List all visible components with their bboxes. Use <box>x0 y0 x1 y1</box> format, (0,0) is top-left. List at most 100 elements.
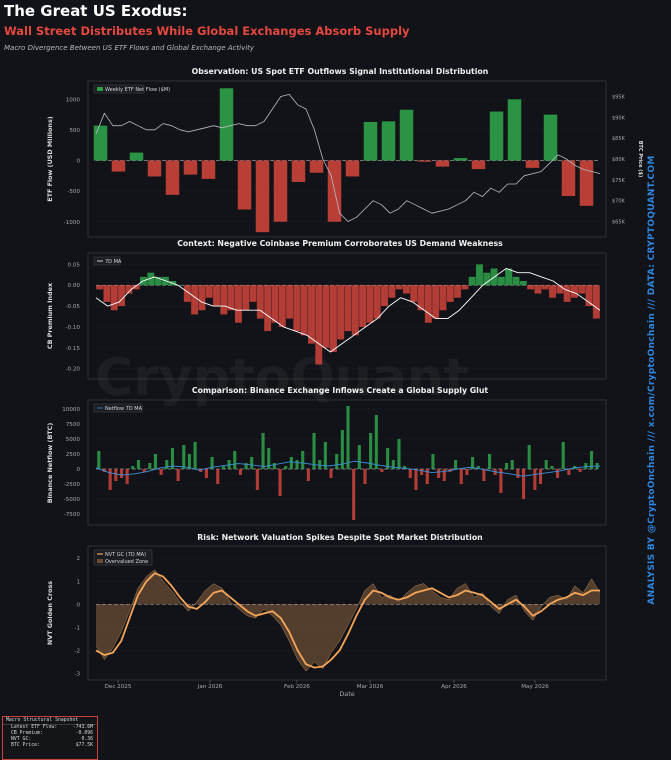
panel1-bar <box>381 121 396 161</box>
panel1-y2tick-label: $65K <box>612 220 626 226</box>
panel2-bar <box>351 285 359 336</box>
panel1-y2tick-label: $95K <box>612 95 626 101</box>
panel3-bar <box>550 466 554 469</box>
panel1-ytick-label: -1000 <box>64 220 81 226</box>
panel4-ma-line <box>95 572 600 669</box>
panel2-bar <box>308 285 315 344</box>
snapshot-title: Macro Structural Snapshot <box>3 717 97 725</box>
panel2-bar <box>454 285 462 298</box>
panel4-legend-label-2: Overvalued Zone <box>105 559 148 565</box>
panel1-y2tick-label: $90K <box>612 115 626 121</box>
panel3-bar <box>454 460 458 469</box>
panel3-bar <box>312 433 316 469</box>
panel2-bar <box>110 285 118 311</box>
panel1-bar <box>291 160 306 182</box>
panel3-bar <box>555 469 560 478</box>
panel3-bar <box>170 448 175 469</box>
panel4-ytick-label: 0 <box>76 602 80 608</box>
panel2-bar <box>264 285 272 332</box>
panel2-bar <box>118 285 126 307</box>
panel3-bar <box>159 469 163 475</box>
panel3-bar <box>255 469 259 490</box>
panel1-bar <box>399 109 414 161</box>
panel2-bar <box>578 285 586 294</box>
panel3-bar <box>533 469 537 490</box>
panel2-bar <box>337 285 345 340</box>
panel3-ma-line <box>95 460 601 477</box>
panel3-ylabel: Binance Netflow (BTC) <box>46 423 54 504</box>
panel2-bar <box>213 285 220 307</box>
page-tagline: Macro Divergence Between US ETF Flows an… <box>4 44 255 52</box>
panel2-bar <box>176 285 184 286</box>
panel1-ytick-label: 1000 <box>66 97 81 103</box>
panel3-bar <box>425 469 429 484</box>
panel2-bar <box>359 285 367 327</box>
panel1-ylabel: ETF Flow (USD Millions) <box>46 116 54 201</box>
panel2-bar <box>497 276 505 286</box>
panel1-bar <box>363 121 378 161</box>
snapshot-row: NVT GC: 0.36 <box>11 737 93 742</box>
panel2-bar <box>366 285 374 323</box>
panel2-bar <box>96 285 104 290</box>
panel4-ytick-label: 1 <box>76 579 80 585</box>
panel3-bar <box>538 469 543 484</box>
panel1-frame <box>87 80 607 238</box>
panel1-bar <box>417 160 432 162</box>
panel2-ytick-label: -0.15 <box>66 346 81 352</box>
panel3-bar <box>403 466 407 469</box>
panel2-bar <box>227 285 235 311</box>
panel2-ytick-label: -0.10 <box>66 325 81 331</box>
panel3-bar <box>488 454 492 469</box>
panel1-bar <box>237 160 252 210</box>
panel2-bar <box>271 285 279 323</box>
panel3-bar <box>221 466 225 469</box>
panel2-bar <box>388 285 396 298</box>
panel2-bar <box>205 285 213 298</box>
panel3-ytick-label: 0 <box>76 467 80 473</box>
panel3-bar <box>391 460 395 469</box>
panel4-xtick-label: Apr 2026 <box>441 684 467 690</box>
panel3-bar <box>187 454 191 469</box>
panel3-bar <box>119 469 124 478</box>
panel2-bar <box>315 285 323 365</box>
panel2-bar <box>373 285 381 319</box>
panel3-bar <box>465 469 469 475</box>
panel3-bar <box>176 469 180 481</box>
panel3-bar <box>165 460 169 469</box>
panel3-bar <box>216 469 220 484</box>
panel3-bar <box>363 469 367 484</box>
panel2-bar <box>417 285 425 311</box>
panel1-bar <box>183 160 198 175</box>
panel2-bar <box>483 272 491 286</box>
panel3-bar <box>306 469 310 481</box>
panel2-legend <box>93 256 121 266</box>
panel3-ytick-label: -2500 <box>64 482 81 488</box>
panel2-bar <box>322 285 330 348</box>
panel1-y2tick-label: $70K <box>612 199 626 205</box>
panel3-bar <box>193 442 197 469</box>
panel4-ytick-label: -1 <box>74 625 80 631</box>
panel1-bar <box>111 160 126 172</box>
panel2-bar <box>132 285 140 290</box>
panel3-bar <box>346 406 350 469</box>
panel2-ytick-label: -0.20 <box>66 367 81 373</box>
panel1-bar <box>453 158 468 161</box>
panel3-bar <box>204 469 208 478</box>
panel3-ytick-label: -5000 <box>64 497 81 503</box>
panel2-legend-label: 7D MA <box>105 259 122 265</box>
panel2-bar <box>278 285 286 327</box>
panel2-title: Context: Negative Coinbase Premium Corro… <box>177 239 503 248</box>
panel3-bar <box>584 463 588 469</box>
panel4-legend <box>93 549 153 566</box>
panel2-bar <box>461 285 469 290</box>
panel3-bar <box>340 430 344 469</box>
panel3-bar <box>516 469 520 478</box>
panel3-ytick-label: 2500 <box>66 452 81 458</box>
panel3-bar <box>153 454 158 469</box>
panel3-bar <box>199 469 203 472</box>
panel2-bar <box>234 285 242 323</box>
panel4-xtick-label: May 2026 <box>521 684 549 690</box>
panel2-bar <box>432 285 440 319</box>
snapshot-row: BTC Price: $77.5K <box>11 743 93 748</box>
panel2-bar <box>534 285 542 294</box>
